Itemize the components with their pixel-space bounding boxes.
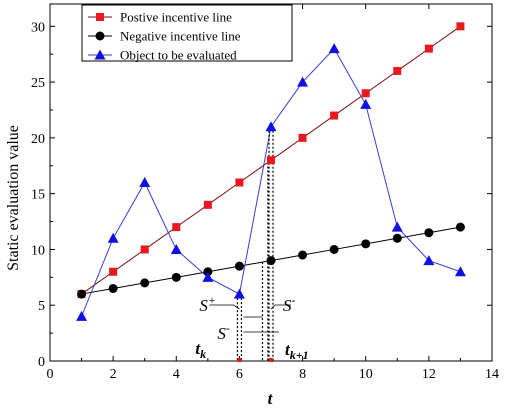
series-1-point-7 [298, 250, 308, 260]
annotation-labels: tk tk+1S+ S-S- [195, 293, 308, 362]
series-0-point-12 [456, 22, 465, 31]
series-2-point-12 [454, 266, 466, 277]
series-0-point-1 [109, 267, 118, 276]
series-0-point-2 [140, 245, 149, 254]
x-tick-label-6: 12 [422, 367, 436, 382]
series-lines [81, 25, 461, 317]
legend-label-2: Object to be evaluated [120, 48, 237, 63]
x-tick-label-3: 6 [236, 367, 243, 382]
series-1-point-0 [77, 289, 87, 299]
series-2-point-6 [265, 121, 277, 132]
series-2-point-9 [360, 98, 372, 109]
series-0-point-3 [172, 223, 181, 232]
series-2-point-8 [328, 43, 340, 54]
x-tick-label-7: 14 [485, 367, 499, 382]
series-2-point-2 [139, 177, 151, 187]
series-1-point-3 [171, 272, 181, 282]
x-axis-label: t [268, 389, 274, 408]
series-2-point-7 [297, 76, 309, 87]
series-1-point-4 [203, 267, 213, 277]
series-2-point-5 [233, 288, 245, 299]
ticks: 0 2 4 6 8 10 12 14 0 5 10 15 20 25 30 [31, 4, 499, 382]
y-tick-label-0: 0 [38, 355, 45, 370]
series-0-point-11 [424, 44, 433, 53]
series-1-point-6 [266, 256, 276, 266]
x-tick-label-2: 4 [173, 367, 180, 382]
y-tick-label-2: 10 [31, 243, 45, 258]
x-tick-label-1: 2 [110, 367, 117, 382]
series-line-2 [81, 47, 461, 317]
y-tick-label-3: 15 [31, 188, 45, 203]
x-tick-label-0: 0 [47, 367, 54, 382]
series-1-point-5 [234, 261, 244, 271]
series-1-point-12 [455, 222, 465, 232]
series-0-point-5 [235, 178, 244, 187]
series-2-point-4 [202, 271, 214, 282]
t-k1-axis-mark [269, 358, 273, 362]
label-t-k1: tk+1 [285, 340, 309, 362]
series-0-point-8 [330, 111, 339, 120]
series-2-point-10 [391, 221, 403, 232]
label-s-minus: S- [283, 293, 296, 315]
y-tick-label-5: 25 [31, 76, 45, 91]
series-1-point-11 [424, 228, 434, 238]
x-tick-label-5: 10 [359, 367, 373, 382]
annotation-lines [209, 126, 291, 361]
series-1-point-1 [108, 283, 118, 293]
x-tick-label-4: 8 [299, 367, 306, 382]
t-k-axis-mark [237, 358, 242, 362]
legend: Postive incentive line Negative incentive… [81, 4, 293, 63]
legend-marker-2 [94, 49, 106, 60]
bracket-s-plus [209, 304, 240, 310]
series-1-point-2 [140, 278, 150, 288]
y-axis-label: Static evaluation value [5, 125, 22, 271]
legend-label-0: Postive incentive line [120, 10, 232, 25]
series-1-point-9 [361, 239, 371, 249]
series-0-point-7 [298, 133, 307, 142]
y-tick-label-4: 20 [31, 132, 45, 147]
label-s-mid: S- [217, 321, 230, 343]
y-tick-label-6: 30 [31, 20, 45, 35]
series-2-point-3 [170, 243, 182, 254]
series-0-point-6 [267, 156, 275, 165]
series-2-point-0 [76, 310, 88, 321]
series-0-point-10 [393, 66, 402, 75]
legend-label-1: Negative incentive line [120, 29, 241, 44]
series-0-point-9 [361, 89, 370, 98]
label-s-plus: S+ [199, 293, 216, 315]
bracket-s-minus [270, 304, 291, 310]
series-1-point-10 [392, 233, 402, 243]
legend-marker-1 [95, 31, 105, 41]
markers [76, 22, 466, 362]
series-2-point-1 [107, 232, 119, 243]
series-2-point-11 [423, 255, 435, 266]
legend-marker-0 [96, 13, 104, 21]
series-0-point-4 [203, 200, 212, 209]
label-t-k: tk [195, 339, 206, 361]
series-1-point-8 [329, 244, 339, 254]
legend-box [81, 4, 293, 62]
y-tick-label-1: 5 [38, 299, 45, 314]
